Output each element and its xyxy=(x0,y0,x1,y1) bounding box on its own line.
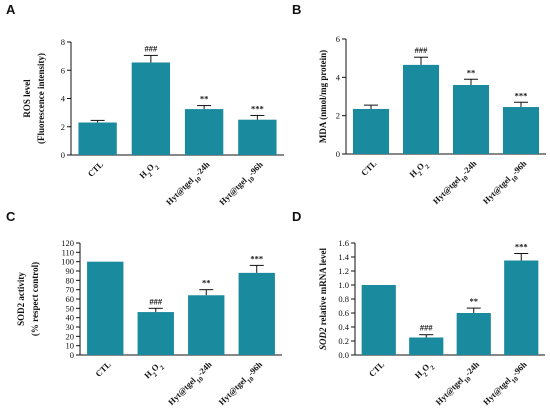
y-axis-label: MDA (nmol/mg protein) xyxy=(318,50,328,143)
y-tick-label: 0.8 xyxy=(338,294,349,304)
panel-letter: A xyxy=(6,2,16,17)
y-tick-label: 0.0 xyxy=(338,350,349,360)
bar xyxy=(184,109,224,155)
panel-letter: B xyxy=(292,2,301,17)
y-tick-label: 80 xyxy=(66,275,75,285)
category-label: Hyt@tgel10-96h xyxy=(481,359,531,409)
category-label: Hyt@tgel10-24h xyxy=(166,359,216,409)
bar xyxy=(238,272,275,355)
y-tick-label: 2 xyxy=(61,122,65,132)
bar xyxy=(131,62,171,156)
y-tick-label: 30 xyxy=(66,322,75,332)
bar xyxy=(409,337,444,355)
significance-label: ** xyxy=(200,94,209,104)
y-tick-label: 1.6 xyxy=(338,238,349,248)
bar xyxy=(137,312,174,355)
y-tick-label: 10 xyxy=(66,341,75,351)
significance-label: *** xyxy=(250,253,263,263)
category-label: Hyt@tgel10-96h xyxy=(217,159,267,209)
significance-label: ** xyxy=(202,278,211,288)
y-tick-label: 2 xyxy=(336,111,340,121)
chart-panel-d: D 0.0 0.2 0.4 0.6 0.8 1.0 1.2 1.4 1.6 SOD2 relativ… xyxy=(292,209,545,409)
panel-letter: C xyxy=(6,209,16,224)
y-tick-label: 120 xyxy=(61,238,74,248)
bar xyxy=(504,260,539,355)
category-label: H2O2 xyxy=(142,359,166,383)
category-label: H2O2 xyxy=(137,159,161,183)
category-label: Hyt@tgel10-24h xyxy=(164,159,214,209)
y-tick-label: 0 xyxy=(336,149,340,159)
bar xyxy=(87,261,124,355)
category-label: H2O2 xyxy=(407,158,431,182)
chart-panel-b: B 0 2 4 6 MDA (nmol/mg protein) CTL ### H2O2 ** Hy… xyxy=(292,2,546,208)
significance-label: ### xyxy=(420,323,434,333)
bar xyxy=(403,64,439,154)
y-tick-label: 90 xyxy=(66,266,75,276)
y-tick-label: 8 xyxy=(61,37,65,47)
y-tick-label: 1.2 xyxy=(338,266,349,276)
y-axis-label: ROS level xyxy=(22,79,32,118)
y-tick-label: 4 xyxy=(336,72,341,82)
y-tick-label: 50 xyxy=(66,303,75,313)
y-axis-label: SOD2 relative mRNA level xyxy=(318,247,328,350)
category-label: CTL xyxy=(93,359,113,379)
y-tick-label: 4 xyxy=(61,94,66,104)
y-tick-label: 60 xyxy=(66,294,75,304)
bar xyxy=(188,295,225,355)
y-tick-label: 110 xyxy=(62,247,74,257)
panel-letter: D xyxy=(292,209,301,224)
y-tick-label: 1.4 xyxy=(338,252,349,262)
significance-label: ### xyxy=(149,296,163,306)
category-label: Hyt@tgel10-96h xyxy=(217,359,267,409)
y-axis-label: SOD2 activity xyxy=(16,272,26,326)
y-tick-label: 20 xyxy=(66,331,75,341)
y-axis-label: (Fluorescence intensity) xyxy=(36,53,46,144)
category-label: CTL xyxy=(367,359,387,379)
category-label: H2O2 xyxy=(413,359,437,383)
bar xyxy=(361,285,396,355)
bar xyxy=(78,122,117,155)
bar xyxy=(503,107,539,154)
significance-label: ** xyxy=(470,296,479,306)
y-tick-label: 0.6 xyxy=(338,308,349,318)
bar xyxy=(238,119,277,155)
significance-label: *** xyxy=(515,90,528,100)
category-label: Hyt@tgel10-96h xyxy=(481,158,531,208)
bar xyxy=(453,85,489,154)
y-tick-label: 0.4 xyxy=(338,322,349,332)
category-label: CTL xyxy=(359,158,379,178)
y-tick-label: 100 xyxy=(61,257,74,267)
category-label: Hyt@tgel10-24h xyxy=(434,359,484,409)
y-tick-label: 6 xyxy=(61,65,65,75)
significance-label: *** xyxy=(515,242,528,252)
y-tick-label: 1.0 xyxy=(338,280,349,290)
y-axis-label: (% respect control) xyxy=(30,262,40,336)
y-tick-label: 70 xyxy=(66,285,75,295)
category-label: CTL xyxy=(86,159,106,179)
chart-panel-a: A 0 2 4 6 8 ROS level (Fluorescence intensity) C… xyxy=(6,2,284,209)
category-label: Hyt@tgel10-24h xyxy=(431,158,481,208)
y-tick-label: 0 xyxy=(70,350,74,360)
y-tick-label: 0 xyxy=(61,150,65,160)
significance-label: ** xyxy=(467,67,476,77)
bar xyxy=(456,313,491,355)
significance-label: ### xyxy=(415,45,429,55)
significance-label: ### xyxy=(145,43,159,53)
y-tick-label: 0.2 xyxy=(338,336,349,346)
significance-label: *** xyxy=(251,103,264,113)
y-tick-label: 40 xyxy=(66,313,75,323)
bar xyxy=(353,108,389,154)
y-tick-label: 6 xyxy=(336,34,340,44)
